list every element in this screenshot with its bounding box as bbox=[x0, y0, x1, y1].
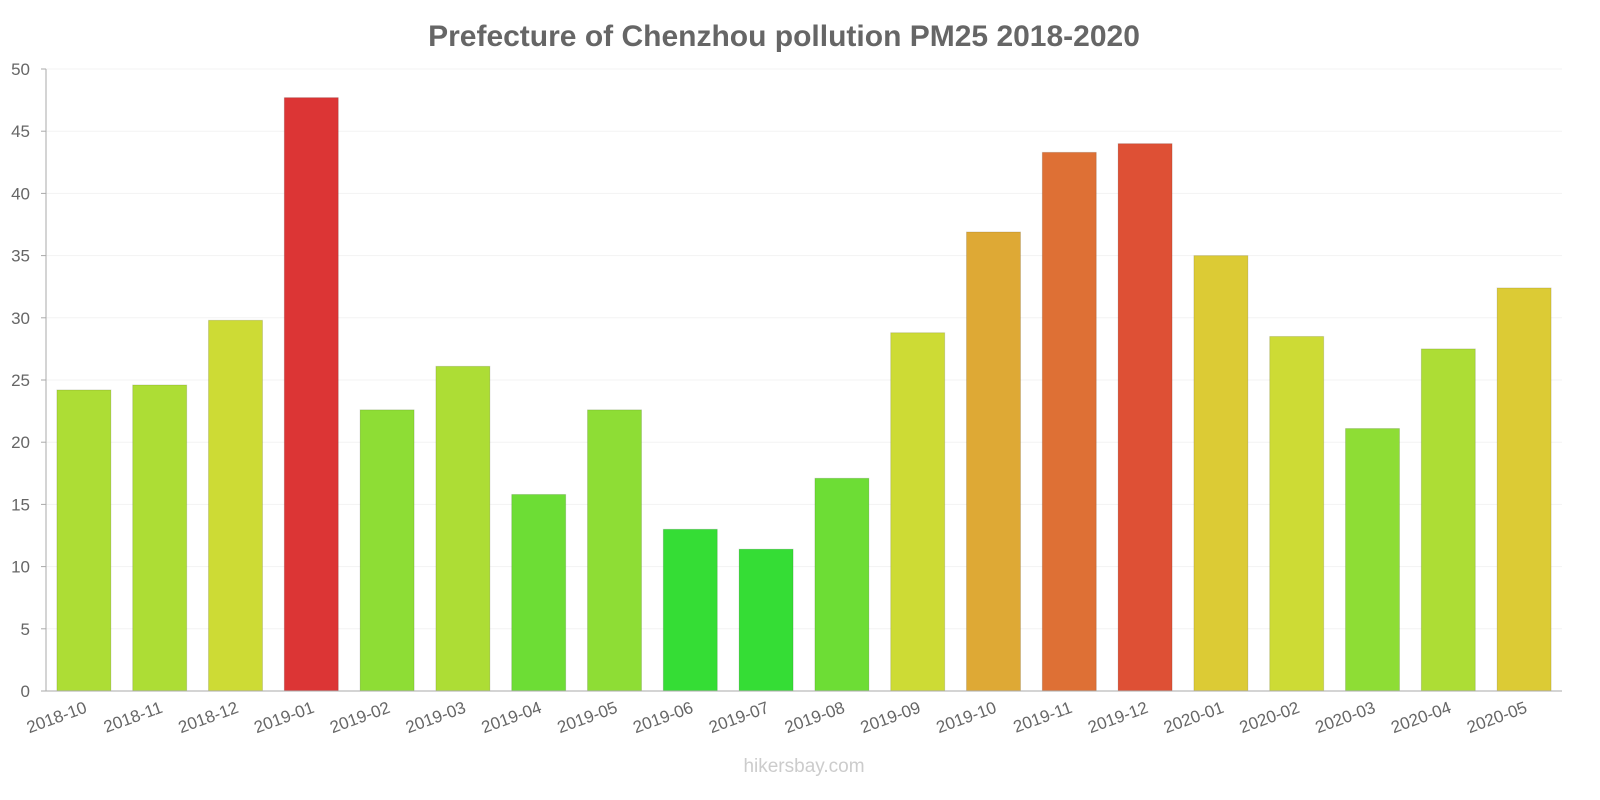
x-tick-label: 2019-11 bbox=[1011, 698, 1075, 737]
bar-2019-10[interactable] bbox=[966, 231, 1021, 692]
x-tick-label: 2020-05 bbox=[1464, 698, 1529, 737]
x-tick-label: 2019-07 bbox=[706, 698, 771, 737]
x-tick-label: 2019-05 bbox=[555, 698, 620, 737]
x-tick-label: 2020-02 bbox=[1237, 698, 1302, 737]
y-tick-label: 35 bbox=[11, 247, 30, 266]
y-tick-label: 5 bbox=[21, 620, 30, 639]
x-tick-label: 2018-12 bbox=[176, 698, 241, 737]
bar-2020-02[interactable] bbox=[1269, 335, 1325, 692]
bar-2020-05[interactable] bbox=[1496, 287, 1552, 692]
bar-2018-11[interactable] bbox=[132, 384, 188, 692]
bar-2020-03[interactable] bbox=[1345, 428, 1400, 692]
bar-2019-09[interactable] bbox=[890, 332, 946, 692]
y-tick-label: 30 bbox=[11, 309, 30, 328]
x-tick-label: 2019-03 bbox=[403, 698, 468, 737]
x-tick-label: 2019-12 bbox=[1085, 698, 1150, 737]
x-tick-label: 2019-01 bbox=[252, 698, 317, 737]
y-tick-label: 15 bbox=[11, 495, 30, 514]
x-tick-label: 2020-01 bbox=[1161, 698, 1226, 737]
x-tick-label: 2019-09 bbox=[858, 698, 923, 737]
x-tick-label: 2019-08 bbox=[782, 698, 847, 737]
bar-2019-06[interactable] bbox=[662, 528, 718, 692]
bar-2019-02[interactable] bbox=[359, 409, 415, 692]
bar-2019-01[interactable] bbox=[283, 97, 339, 692]
chart-title: Prefecture of Chenzhou pollution PM25 20… bbox=[428, 20, 1140, 53]
y-tick-label: 20 bbox=[11, 433, 30, 452]
bar-2020-04[interactable] bbox=[1420, 348, 1476, 692]
x-tick-label: 2020-04 bbox=[1389, 698, 1454, 737]
x-tick-label: 2020-03 bbox=[1313, 698, 1378, 737]
y-tick-label: 50 bbox=[11, 60, 30, 79]
bar-2020-01[interactable] bbox=[1193, 255, 1249, 692]
bar-2019-08[interactable] bbox=[814, 477, 870, 692]
watermark: hikersbay.com bbox=[743, 756, 864, 777]
bar-2019-12[interactable] bbox=[1117, 143, 1173, 692]
bar-2019-03[interactable] bbox=[435, 365, 491, 692]
x-tick-label: 2019-06 bbox=[631, 698, 696, 737]
y-tick-label: 45 bbox=[11, 122, 30, 141]
y-tick-label: 25 bbox=[11, 371, 30, 390]
x-tick-label: 2018-10 bbox=[24, 698, 89, 737]
bar-2018-10[interactable] bbox=[56, 389, 112, 692]
bar-2019-05[interactable] bbox=[587, 409, 642, 692]
y-tick-label: 10 bbox=[11, 558, 30, 577]
x-tick-label: 2019-04 bbox=[479, 698, 544, 737]
x-tick-label: 2018-11 bbox=[101, 698, 165, 737]
bar-2019-11[interactable] bbox=[1041, 151, 1097, 692]
y-tick-label: 40 bbox=[11, 184, 30, 203]
bar-2019-04[interactable] bbox=[511, 493, 567, 692]
bar-2018-12[interactable] bbox=[208, 319, 263, 692]
x-tick-label: 2019-02 bbox=[327, 698, 392, 737]
bar-2019-07[interactable] bbox=[738, 548, 794, 692]
y-tick-label: 0 bbox=[21, 682, 30, 701]
x-tick-label: 2019-10 bbox=[934, 698, 999, 737]
